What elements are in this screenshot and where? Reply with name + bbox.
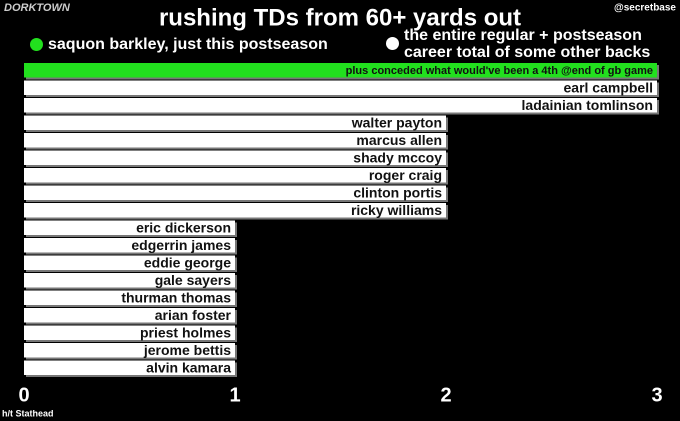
bar: [24, 255, 235, 270]
bar-label: earl campbell: [564, 79, 654, 95]
bar: [24, 133, 446, 148]
bar: [24, 80, 657, 95]
bar-label: roger craig: [369, 167, 442, 183]
bar-label: shady mccoy: [353, 149, 442, 165]
legend-label: saquon barkley, just this postseason: [48, 36, 328, 53]
bar: [24, 290, 235, 305]
bar-label: gale sayers: [155, 272, 231, 288]
legend-label: the entire regular + postseason career t…: [404, 27, 651, 61]
bar-label: thurman thomas: [121, 289, 231, 305]
bar: [24, 168, 446, 183]
bar: [24, 203, 446, 218]
bar-label: marcus allen: [356, 132, 442, 148]
x-tick-label: 1: [229, 384, 240, 406]
x-tick-label: 0: [18, 384, 29, 406]
credit: h/t Stathead: [2, 408, 54, 418]
bar: [24, 238, 235, 253]
x-tick-label: 3: [651, 384, 662, 406]
bar: [24, 308, 235, 323]
bar-label: edgerrin james: [131, 237, 231, 253]
legend-item: saquon barkley, just this postseason: [30, 36, 360, 53]
bar-label: arian foster: [155, 307, 232, 323]
bar-label: jerome bettis: [143, 342, 231, 358]
annotation: plus conceded what would've been a 4th @…: [346, 65, 653, 77]
bar: [24, 325, 235, 340]
bar: [24, 150, 446, 165]
chart-title: rushing TDs from 60+ yards out: [159, 4, 521, 31]
bar-label: alvin kamara: [146, 359, 231, 375]
legend-item: the entire regular + postseason career t…: [386, 27, 671, 61]
bar: [24, 360, 235, 375]
bar: [24, 220, 235, 235]
bar-label: eddie george: [144, 254, 231, 270]
brand: DORKTOWN: [4, 2, 71, 14]
bar-label: eric dickerson: [136, 219, 231, 235]
bar: [24, 98, 657, 113]
handle: @secretbase: [614, 3, 676, 14]
bar-label: priest holmes: [140, 324, 231, 340]
bar-label: walter payton: [351, 114, 442, 130]
bar: [24, 63, 657, 78]
x-tick-label: 2: [440, 384, 451, 406]
bar: [24, 185, 446, 200]
legend-swatch: [386, 37, 399, 50]
legend-swatch: [30, 38, 43, 51]
bar-label: ladainian tomlinson: [522, 97, 653, 113]
bar: [24, 273, 235, 288]
bar-label: ricky williams: [351, 202, 442, 218]
bar: [24, 343, 235, 358]
bar: [24, 115, 446, 130]
bar-label: clinton portis: [353, 184, 442, 200]
